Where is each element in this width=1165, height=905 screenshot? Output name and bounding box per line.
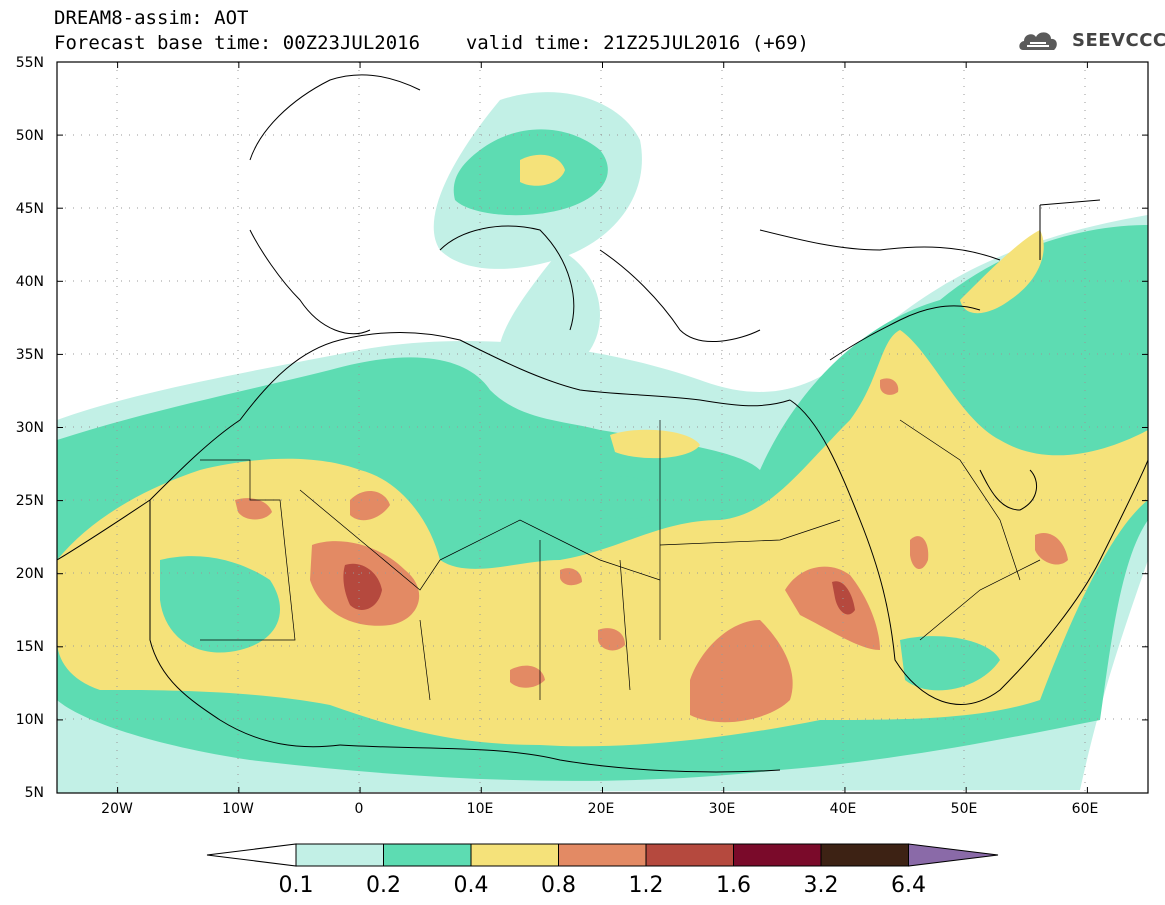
colorbar-swatch xyxy=(470,843,559,867)
lon-label: 30E xyxy=(709,801,736,817)
cloud-logo-icon xyxy=(1019,32,1057,50)
colorbar-low-arrow xyxy=(206,843,297,867)
lat-label: 15N xyxy=(16,639,44,655)
lat-label: 30N xyxy=(16,420,44,436)
colorbar-label: 1.2 xyxy=(629,873,664,898)
colorbar-swatch xyxy=(558,843,647,867)
latitude-labels: 55N 50N 45N 40N 35N 30N 25N 20N 15N 10N … xyxy=(16,55,44,801)
colorbar-labels: 0.1 0.2 0.4 0.8 1.2 1.6 3.2 6.4 xyxy=(279,873,927,898)
colorbar-swatch xyxy=(820,843,909,867)
lat-label: 45N xyxy=(16,201,44,217)
lon-label: 50E xyxy=(951,801,978,817)
lat-label: 40N xyxy=(16,274,44,290)
aot-fields xyxy=(57,62,1148,793)
lon-label: 20E xyxy=(588,801,615,817)
base-time: Forecast base time: 00Z23JUL2016 xyxy=(54,32,421,54)
coastlines xyxy=(57,74,1148,773)
colorbar-swatch xyxy=(383,843,472,867)
forecast-times: Forecast base time: 00Z23JUL2016 valid t… xyxy=(54,33,809,53)
logo-text: SEEVCCC xyxy=(1072,30,1165,51)
lat-label: 50N xyxy=(16,128,44,144)
aot-band-0.8-1.2 xyxy=(235,378,1068,723)
colorbar-swatch xyxy=(733,843,822,867)
lat-label: 35N xyxy=(16,347,44,363)
lon-label: 40E xyxy=(830,801,857,817)
lon-label: 20W xyxy=(101,801,133,817)
map-title: DREAM8-assim: AOT xyxy=(54,7,249,29)
lat-label: 5N xyxy=(25,785,44,801)
lat-label: 25N xyxy=(16,493,44,509)
lat-label: 20N xyxy=(16,566,44,582)
lon-label: 0 xyxy=(355,801,364,817)
colorbar-swatch xyxy=(645,843,734,867)
valid-time: valid time: 21Z25JUL2016 (+69) xyxy=(465,32,809,54)
colorbar-label: 0.8 xyxy=(541,873,576,898)
aot-band-1.2-1.6 xyxy=(343,563,855,615)
colorbar-label: 3.2 xyxy=(804,873,839,898)
colorbar xyxy=(206,843,999,867)
colorbar-label: 6.4 xyxy=(891,873,926,898)
colorbar-label: 0.4 xyxy=(454,873,489,898)
colorbar-label: 0.2 xyxy=(366,873,401,898)
aot-band-0.2-0.4-inner xyxy=(160,476,1000,691)
longitude-labels: 20W 10W 0 10E 20E 30E 40E 50E 60E xyxy=(101,801,1098,817)
colorbar-swatch xyxy=(295,843,384,867)
colorbar-label: 0.1 xyxy=(279,873,314,898)
lat-label: 55N xyxy=(16,55,44,71)
colorbar-high-arrow xyxy=(908,843,999,867)
lon-label: 10W xyxy=(222,801,254,817)
lon-label: 60E xyxy=(1072,801,1099,817)
colorbar-label: 1.6 xyxy=(716,873,751,898)
lon-label: 10E xyxy=(467,801,494,817)
lat-label: 10N xyxy=(16,712,44,728)
axis-ticks xyxy=(57,61,1148,794)
country-borders xyxy=(200,419,1041,701)
